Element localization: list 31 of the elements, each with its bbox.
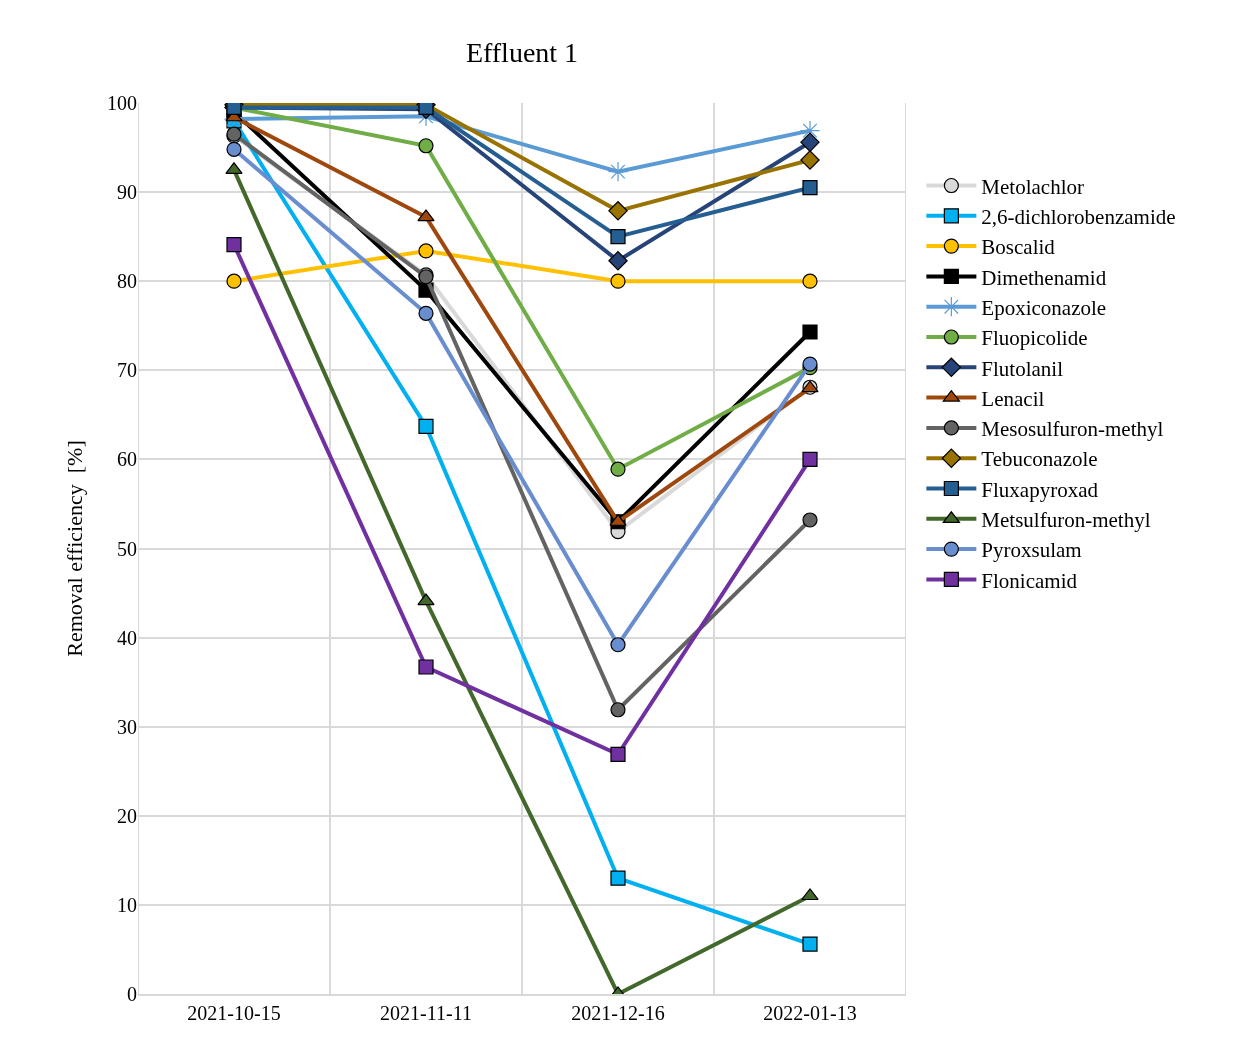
legend-label: Mesosulfuron-methyl: [981, 417, 1164, 442]
x-tick-label: 2022-01-13: [763, 1001, 857, 1024]
y-tick-label: 50: [117, 537, 137, 560]
legend-label: Boscalid: [981, 235, 1056, 260]
legend-label: Flutolanil: [981, 356, 1064, 381]
x-tick-label: 2021-12-16: [571, 1001, 665, 1024]
legend-label: 2,6-dichlorobenzamide: [981, 205, 1176, 230]
legend-label: Flonicamid: [981, 568, 1078, 593]
legend-label: Fluopicolide: [981, 326, 1088, 351]
legend-label: Metsulfuron-methyl: [981, 508, 1151, 533]
chart-title: Effluent 1: [465, 36, 579, 68]
x-tick-label: 2021-11-11: [380, 1001, 472, 1024]
legend-label: Lenacil: [981, 386, 1045, 411]
y-axis-title: Removal efficiency [%]: [61, 440, 87, 657]
x-tick-label: 2021-10-15: [187, 1001, 281, 1024]
y-tick-label: 30: [117, 715, 137, 738]
legend-label: Tebuconazole: [981, 447, 1098, 472]
y-tick-label: 80: [117, 270, 137, 293]
legend-label: Fluxapyroxad: [981, 477, 1099, 502]
legend-label: Metolachlor: [981, 174, 1084, 199]
y-tick-label: 100: [107, 92, 137, 114]
legend-label: Epoxiconazole: [981, 295, 1107, 320]
y-tick-label: 0: [127, 983, 137, 1005]
legend-label: Pyroxsulam: [981, 538, 1082, 563]
y-tick-label: 40: [117, 626, 137, 649]
y-tick-label: 70: [117, 359, 137, 382]
y-tick-label: 90: [117, 181, 137, 204]
legend-label: Dimethenamid: [981, 265, 1107, 290]
y-tick-label: 10: [117, 893, 137, 916]
y-tick-label: 60: [117, 448, 137, 471]
y-tick-label: 20: [117, 804, 137, 827]
